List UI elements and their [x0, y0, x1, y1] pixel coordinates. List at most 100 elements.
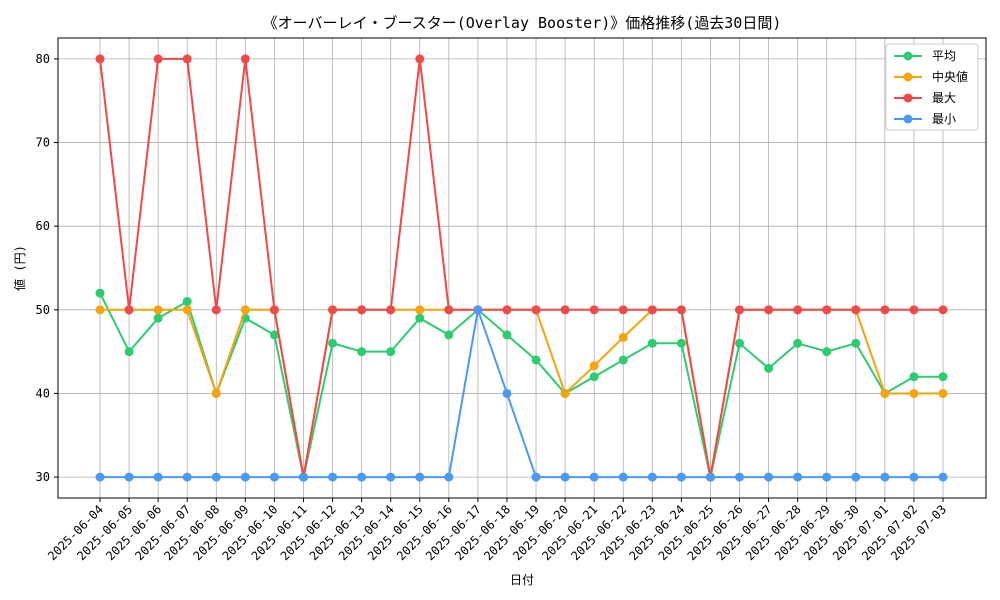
y-tick-label: 60 [36, 219, 50, 233]
series-4-point [298, 472, 308, 482]
series-1-point [415, 313, 425, 323]
series-2-point [240, 305, 250, 315]
series-1-point [531, 355, 541, 365]
series-4-point [560, 472, 570, 482]
series-3-point [415, 54, 425, 64]
series-4-point [415, 472, 425, 482]
series-4-point [676, 472, 686, 482]
series-1-point [735, 338, 745, 348]
series-4-point [531, 472, 541, 482]
series-1-point [822, 347, 832, 357]
series-1-point [357, 347, 367, 357]
x-axis-label: 日付 [510, 573, 534, 587]
series-4-point [705, 472, 715, 482]
series-4-point [153, 472, 163, 482]
series-3-point [328, 305, 338, 315]
series-3-point [560, 305, 570, 315]
series-4-point [764, 472, 774, 482]
series-1-point [764, 363, 774, 373]
legend-marker-1 [903, 51, 913, 61]
series-4-point [938, 472, 948, 482]
series-4-point [386, 472, 396, 482]
chart-title: 《オーバーレイ・ブースター(Overlay Booster)》価格推移(過去30… [263, 14, 782, 32]
series-4-point [240, 472, 250, 482]
series-1-point [676, 338, 686, 348]
series-3-point [502, 305, 512, 315]
series-3-point [735, 305, 745, 315]
series-3-point [851, 305, 861, 315]
y-tick-label: 70 [36, 136, 50, 150]
series-4-point [822, 472, 832, 482]
series-2-point [182, 305, 192, 315]
series-2-point [211, 388, 221, 398]
series-1-point [153, 313, 163, 323]
legend-label-1: 平均 [932, 49, 956, 63]
series-1-point [328, 338, 338, 348]
series-3-point [531, 305, 541, 315]
series-3-point [764, 305, 774, 315]
series-3-point [444, 305, 454, 315]
y-tick-label: 40 [36, 386, 50, 400]
series-3-point [822, 305, 832, 315]
series-2-point [618, 332, 628, 342]
series-4-point [647, 472, 657, 482]
series-1-point [269, 330, 279, 340]
series-4-point [182, 472, 192, 482]
y-tick-label: 80 [36, 52, 50, 66]
legend-label-3: 最大 [932, 91, 956, 105]
series-4-point [909, 472, 919, 482]
legend-label-2: 中央値 [932, 69, 968, 84]
series-3-point [386, 305, 396, 315]
series-1-point [851, 338, 861, 348]
series-4-point [589, 472, 599, 482]
series-4-point [880, 472, 890, 482]
series-4-point [735, 472, 745, 482]
series-3-point [880, 305, 890, 315]
series-1-point [938, 372, 948, 382]
series-3-point [240, 54, 250, 64]
series-1-point [618, 355, 628, 365]
series-3-point [909, 305, 919, 315]
series-2-point [589, 361, 599, 371]
series-4-point [124, 472, 134, 482]
series-1-point [386, 347, 396, 357]
series-4-point [618, 472, 628, 482]
series-2-point [560, 388, 570, 398]
series-3-point [357, 305, 367, 315]
legend-marker-4 [903, 114, 913, 124]
legend-label-4: 最小 [932, 112, 956, 126]
series-line-1 [99, 292, 943, 478]
series-1-point [182, 296, 192, 306]
series-4-point [357, 472, 367, 482]
series-3-point [153, 54, 163, 64]
y-tick-label: 30 [36, 470, 50, 484]
series-2-point [415, 305, 425, 315]
series-3-point [269, 305, 279, 315]
series-4-point [269, 472, 279, 482]
series-1-point [793, 338, 803, 348]
series-3-point [182, 54, 192, 64]
legend-marker-3 [903, 93, 913, 103]
series-1-point [124, 347, 134, 357]
y-tick-label: 50 [36, 303, 50, 317]
series-3-point [793, 305, 803, 315]
series-4-point [502, 388, 512, 398]
series-1-point [444, 330, 454, 340]
series-3-point [938, 305, 948, 315]
series-3-point [676, 305, 686, 315]
series-4-point [328, 472, 338, 482]
series-2-point [880, 388, 890, 398]
series-1-point [647, 338, 657, 348]
series-2-point [909, 388, 919, 398]
series-3-point [124, 305, 134, 315]
series-3-point [647, 305, 657, 315]
plot-area-frame [57, 37, 987, 499]
series-1-point [502, 330, 512, 340]
series-4-point [95, 472, 105, 482]
series-3-point [589, 305, 599, 315]
legend-box [885, 43, 979, 131]
series-1-point [909, 372, 919, 382]
series-line-3 [99, 57, 943, 478]
